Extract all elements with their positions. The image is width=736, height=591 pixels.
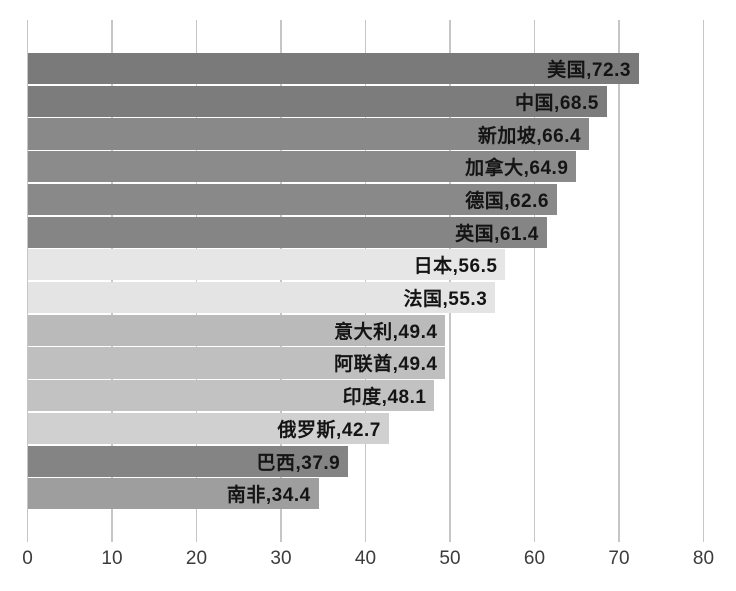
bar-data-label: 新加坡,66.4 — [477, 125, 582, 147]
x-axis-tick-label: 40 — [354, 548, 377, 569]
bar-data-label: 英国,61.4 — [455, 223, 539, 245]
bar-英国: 英国,61.4 — [28, 216, 547, 248]
bar-南非: 南非,34.4 — [28, 478, 319, 510]
bar-中国: 中国,68.5 — [28, 85, 607, 117]
bar-data-label: 德国,62.6 — [465, 190, 549, 212]
bar-data-label: 意大利,49.4 — [334, 321, 438, 343]
bar-日本: 日本,56.5 — [28, 249, 506, 281]
gridline-x-0 — [26, 20, 29, 542]
gridline-x-80 — [702, 20, 705, 542]
x-axis-tick-label: 20 — [185, 548, 208, 569]
bar-data-label: 法国,55.3 — [403, 289, 488, 311]
x-axis-tick-label: 30 — [270, 548, 292, 569]
bar-data-label: 俄罗斯,42.7 — [277, 419, 381, 441]
bar-data-label: 印度,48.1 — [342, 387, 427, 409]
x-axis-tick-label: 10 — [101, 548, 123, 569]
x-axis-tick-label: 60 — [523, 548, 546, 569]
bar-data-label: 巴西,37.9 — [256, 452, 341, 474]
gridline-x-10 — [111, 20, 113, 542]
bar-data-label: 日本,56.5 — [413, 256, 498, 278]
gridline-x-70 — [618, 20, 620, 542]
gridline-x-20 — [195, 20, 198, 542]
gridline-x-30 — [280, 20, 282, 542]
bar-法国: 法国,55.3 — [28, 281, 496, 314]
x-axis-tick-label: 80 — [692, 548, 715, 569]
bar-加拿大: 加拿大,64.9 — [28, 151, 577, 183]
bar-美国: 美国,72.3 — [28, 53, 639, 85]
gridline-x-40 — [364, 20, 367, 542]
x-axis-tick-label: 50 — [439, 548, 461, 569]
bar-印度: 印度,48.1 — [28, 380, 435, 412]
bar-新加坡: 新加坡,66.4 — [28, 118, 590, 150]
bar-data-label: 美国,72.3 — [547, 60, 631, 82]
bar-data-label: 南非,34.4 — [226, 485, 311, 507]
bar-data-label: 阿联酋,49.4 — [334, 354, 438, 376]
bar-德国: 德国,62.6 — [28, 183, 557, 216]
gridline-x-60 — [533, 20, 536, 542]
bar-巴西: 巴西,37.9 — [28, 445, 349, 477]
gridline-x-50 — [449, 20, 451, 542]
bar-data-label: 中国,68.5 — [515, 92, 599, 114]
x-axis-tick-label: 70 — [608, 548, 630, 569]
bar-data-label: 加拿大,64.9 — [465, 158, 569, 180]
x-axis-tick-label: 0 — [22, 548, 33, 569]
bar-俄罗斯: 俄罗斯,42.7 — [28, 412, 389, 444]
bar-意大利: 意大利,49.4 — [28, 314, 446, 346]
bar-阿联酋: 阿联酋,49.4 — [28, 347, 446, 379]
